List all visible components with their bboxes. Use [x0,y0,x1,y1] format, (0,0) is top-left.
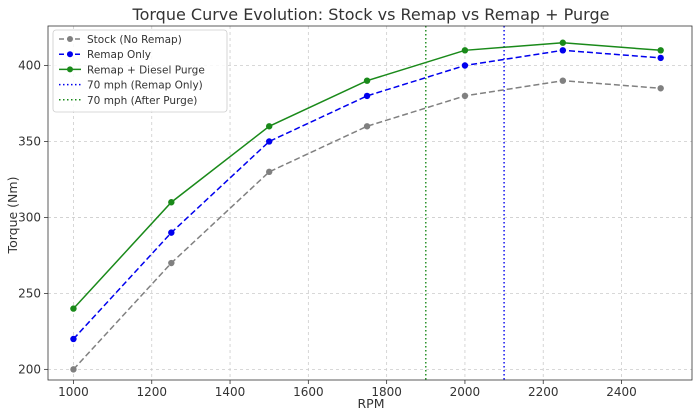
data-point [265,123,273,130]
y-axis-label: Torque (Nm) [5,177,20,255]
data-point [265,168,273,176]
series-group [70,39,664,373]
data-point [559,39,567,46]
legend-label: Remap Only [87,49,151,61]
y-tick-label: 400 [18,59,41,73]
data-point [461,92,469,100]
data-point [657,54,664,62]
legend-label: 70 mph (After Purge) [87,95,197,107]
legend-label: 70 mph (Remap Only) [87,80,203,92]
x-tick-label: 1600 [293,385,324,399]
data-point [657,85,664,92]
legend-marker [67,51,73,58]
data-point [559,77,567,84]
y-tick-label: 250 [18,286,41,300]
plot-frame [47,25,693,381]
data-point [265,138,273,145]
axis-ticks: 1000 1200 1400 1600 1800 2000 2200 2400 200 250 30… [18,59,637,399]
legend-box [52,29,228,113]
x-tick-label: 1400 [215,385,246,399]
data-point [461,47,469,54]
data-point [657,47,664,54]
legend: Stock (No Remap) Remap Only Remap + Diesel… [52,29,228,113]
data-point [168,229,175,236]
x-tick-label: 1200 [136,385,167,399]
reference-lines [425,26,505,380]
data-point [363,77,371,84]
y-tick-label: 200 [18,362,41,376]
data-point [70,305,77,312]
data-point [70,366,77,373]
grid [48,26,692,380]
data-point [363,92,371,100]
legend-marker [67,36,73,42]
data-point [559,47,567,54]
chart-title: Torque Curve Evolution: Stock vs Remap v… [132,5,610,24]
x-tick-label: 1800 [371,385,402,399]
data-point [70,335,77,343]
data-point [168,259,175,267]
data-point [461,62,469,69]
data-point [363,123,371,130]
y-tick-label: 300 [18,210,41,224]
data-point [168,199,175,206]
legend-label: Stock (No Remap) [87,34,182,46]
legend-label: Remap + Diesel Purge [87,64,205,76]
legend-marker [67,66,73,73]
x-axis-label: RPM [357,396,384,411]
x-tick-label: 1000 [58,385,89,399]
x-tick-label: 2000 [450,385,481,399]
y-tick-label: 350 [18,134,41,148]
x-tick-label: 2200 [528,385,559,399]
x-tick-label: 2400 [606,385,637,399]
